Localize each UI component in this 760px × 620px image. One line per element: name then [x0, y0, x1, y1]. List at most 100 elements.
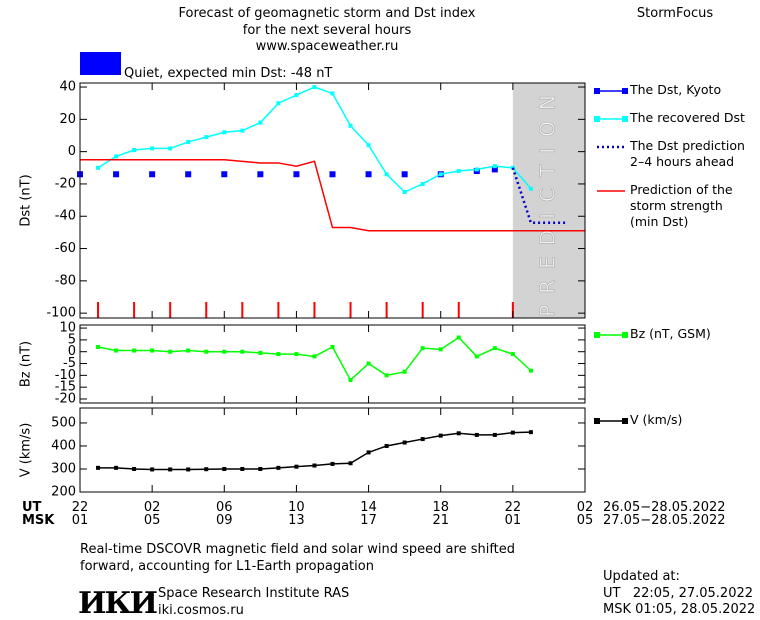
- point: [114, 465, 119, 470]
- point: [456, 431, 461, 436]
- point: [96, 165, 101, 170]
- point: [258, 466, 263, 471]
- point: [240, 349, 245, 354]
- y-tick-label: 10: [59, 321, 76, 336]
- institute-url: iki.cosmos.ru: [158, 603, 244, 618]
- point: [384, 443, 389, 448]
- y-tick-label: 20: [59, 112, 76, 127]
- point: [365, 171, 372, 178]
- point: [491, 166, 498, 173]
- legend-symbol: [622, 418, 628, 424]
- point: [293, 171, 300, 178]
- x-tick-label: 22: [72, 500, 89, 515]
- point: [348, 378, 353, 383]
- point: [222, 349, 227, 354]
- x-tick-label: 10: [288, 500, 305, 515]
- point: [312, 463, 317, 468]
- x-row-label: MSK: [22, 513, 55, 528]
- point: [113, 171, 120, 178]
- logo: ИКИ: [78, 586, 157, 620]
- legend-label: The Dst prediction 2–4 hours ahead: [630, 138, 745, 169]
- point: [474, 354, 479, 359]
- point: [222, 466, 227, 471]
- point: [456, 335, 461, 340]
- series-line: [97, 336, 532, 382]
- status-text: Quiet, expected min Dst: -48 nT: [124, 66, 332, 81]
- note: forward, accounting for L1-Earth propaga…: [80, 559, 374, 574]
- plot-frame: [79, 324, 586, 404]
- point: [510, 430, 515, 435]
- point: [492, 164, 497, 169]
- legend-label: The recovered Dst: [630, 110, 745, 125]
- point: [329, 171, 336, 178]
- y-tick-label: -5: [63, 356, 76, 371]
- point: [438, 347, 443, 352]
- y-axis-title: V (km/s): [19, 423, 34, 478]
- point: [257, 171, 264, 178]
- point: [186, 139, 191, 144]
- point: [132, 148, 137, 153]
- legend-symbol: [594, 332, 600, 338]
- point: [402, 190, 407, 195]
- point: [330, 344, 335, 349]
- note: Real-time DSCOVR magnetic field and sola…: [80, 542, 515, 557]
- y-axis-title: Dst (nT): [19, 174, 34, 226]
- point: [276, 101, 281, 106]
- point: [312, 85, 317, 90]
- y-tick-label: 300: [51, 461, 76, 476]
- updated: Updated at:: [603, 569, 680, 584]
- updated: UT 22:05, 27.05.2022: [603, 586, 753, 601]
- x-tick-label: 02: [144, 500, 161, 515]
- y-tick-label: 0: [68, 144, 76, 159]
- x-tick-label: 06: [216, 500, 233, 515]
- point: [330, 461, 335, 466]
- y-tick-label: 200: [51, 485, 76, 500]
- status-indicator: [80, 52, 121, 75]
- point: [474, 167, 479, 172]
- point: [492, 346, 497, 351]
- legend-label: Bz (nT, GSM): [630, 326, 711, 341]
- point: [150, 146, 155, 151]
- legend-symbol: [594, 418, 600, 424]
- y-tick-label: -20: [55, 176, 76, 191]
- x-row-range: 26.05−28.05.2022: [603, 500, 726, 515]
- point: [114, 154, 119, 159]
- point: [528, 186, 533, 191]
- x-tick-label: 01: [72, 513, 89, 528]
- legend-symbol: [622, 88, 628, 94]
- prediction-band: [512, 83, 585, 318]
- point: [402, 369, 407, 374]
- y-tick-label: -60: [55, 241, 76, 256]
- x-tick-label: 17: [360, 513, 377, 528]
- title: Forecast of geomagnetic storm and Dst in…: [178, 6, 475, 21]
- point: [276, 465, 281, 470]
- point: [204, 135, 209, 140]
- y-tick-label: -15: [55, 380, 76, 395]
- point: [96, 344, 101, 349]
- url: www.spaceweather.ru: [256, 39, 399, 54]
- point: [366, 143, 371, 148]
- x-tick-label: 22: [505, 500, 522, 515]
- plot-frame: [79, 82, 586, 319]
- x-tick-label: 01: [505, 513, 522, 528]
- point: [294, 93, 299, 98]
- point: [528, 368, 533, 373]
- point: [401, 171, 408, 178]
- point: [150, 348, 155, 353]
- x-tick-label: 02: [577, 500, 594, 515]
- point: [149, 171, 156, 178]
- y-tick-label: -10: [55, 368, 76, 383]
- point: [186, 467, 191, 472]
- point: [402, 440, 407, 445]
- point: [258, 120, 263, 125]
- brand: StormFocus: [637, 6, 713, 21]
- x-row-range: 27.05−28.05.2022: [603, 513, 726, 528]
- point: [420, 181, 425, 186]
- point: [420, 346, 425, 351]
- point: [384, 373, 389, 378]
- legend-label: The Dst, Kyoto: [630, 82, 722, 97]
- subtitle: for the next several hours: [243, 23, 412, 38]
- x-tick-label: 05: [577, 513, 594, 528]
- point: [258, 350, 263, 355]
